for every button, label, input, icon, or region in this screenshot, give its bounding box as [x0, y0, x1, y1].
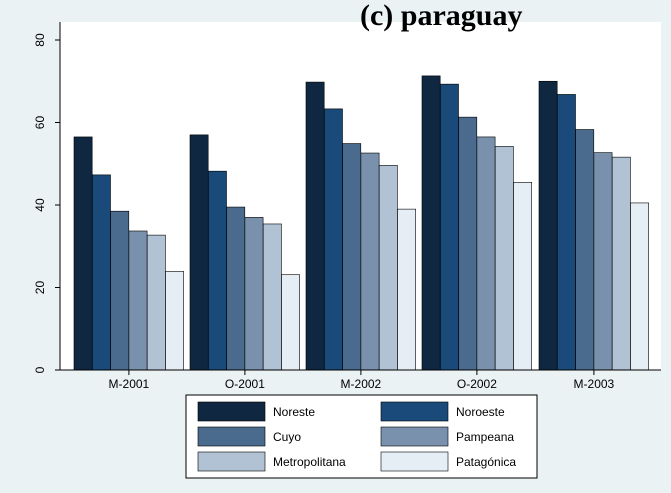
legend-swatch [380, 426, 449, 447]
bar [378, 165, 398, 371]
legend-swatch [197, 426, 266, 447]
bar [323, 108, 343, 371]
bar [630, 202, 650, 371]
bar [262, 223, 282, 371]
bar [360, 152, 380, 371]
x-tick-label: M-2002 [341, 377, 382, 391]
bar [244, 217, 264, 371]
bar [556, 94, 576, 371]
legend-label: Noreste [273, 405, 315, 419]
y-tick-label: 0 [33, 366, 47, 373]
legend-swatch [380, 401, 449, 422]
y-tick-label: 20 [33, 281, 47, 295]
bar [92, 174, 111, 371]
legend-label: Metropolitana [273, 455, 346, 469]
legend-label: Pampeana [456, 430, 514, 444]
bar [476, 136, 496, 371]
bar [439, 83, 459, 371]
x-tick-label: M-2003 [574, 377, 615, 391]
bar [611, 156, 631, 371]
bars-layer [73, 75, 650, 371]
bar [110, 210, 130, 371]
legend: Noreste Noroeste Cuyo Pampeana Metropolitana… [185, 394, 538, 479]
axis-layer: 0 20 40 60 80 M-2001 O-2001 M-2002 O-2002 M-2003 [33, 22, 661, 391]
bar [575, 129, 595, 371]
bar [494, 146, 514, 371]
bar [146, 234, 166, 371]
bar [342, 143, 362, 371]
bar [397, 208, 417, 371]
legend-label: Noroeste [456, 405, 505, 419]
bar [165, 271, 185, 371]
x-tick-label: M-2001 [109, 377, 150, 391]
legend-swatch [197, 401, 266, 422]
bar [305, 81, 325, 371]
bar [513, 182, 533, 371]
legend-label: Patagónica [456, 455, 516, 469]
bar [128, 230, 148, 371]
x-tick-label: O-2002 [457, 377, 497, 391]
legend-label: Cuyo [273, 430, 301, 444]
y-tick-label: 40 [33, 198, 47, 212]
y-tick-label: 60 [33, 116, 47, 130]
bar [593, 152, 613, 371]
bar [281, 274, 301, 371]
legend-swatch [380, 451, 449, 472]
bar [458, 116, 478, 371]
bar [189, 134, 209, 371]
bar [538, 80, 558, 371]
chart-title: (c) paraguay [360, 0, 522, 32]
bar [73, 136, 93, 371]
y-tick-label: 80 [33, 33, 47, 47]
bar [226, 206, 246, 371]
bar [208, 170, 227, 371]
bar [421, 75, 441, 371]
x-tick-label: O-2001 [225, 377, 265, 391]
legend-swatch [197, 451, 266, 472]
